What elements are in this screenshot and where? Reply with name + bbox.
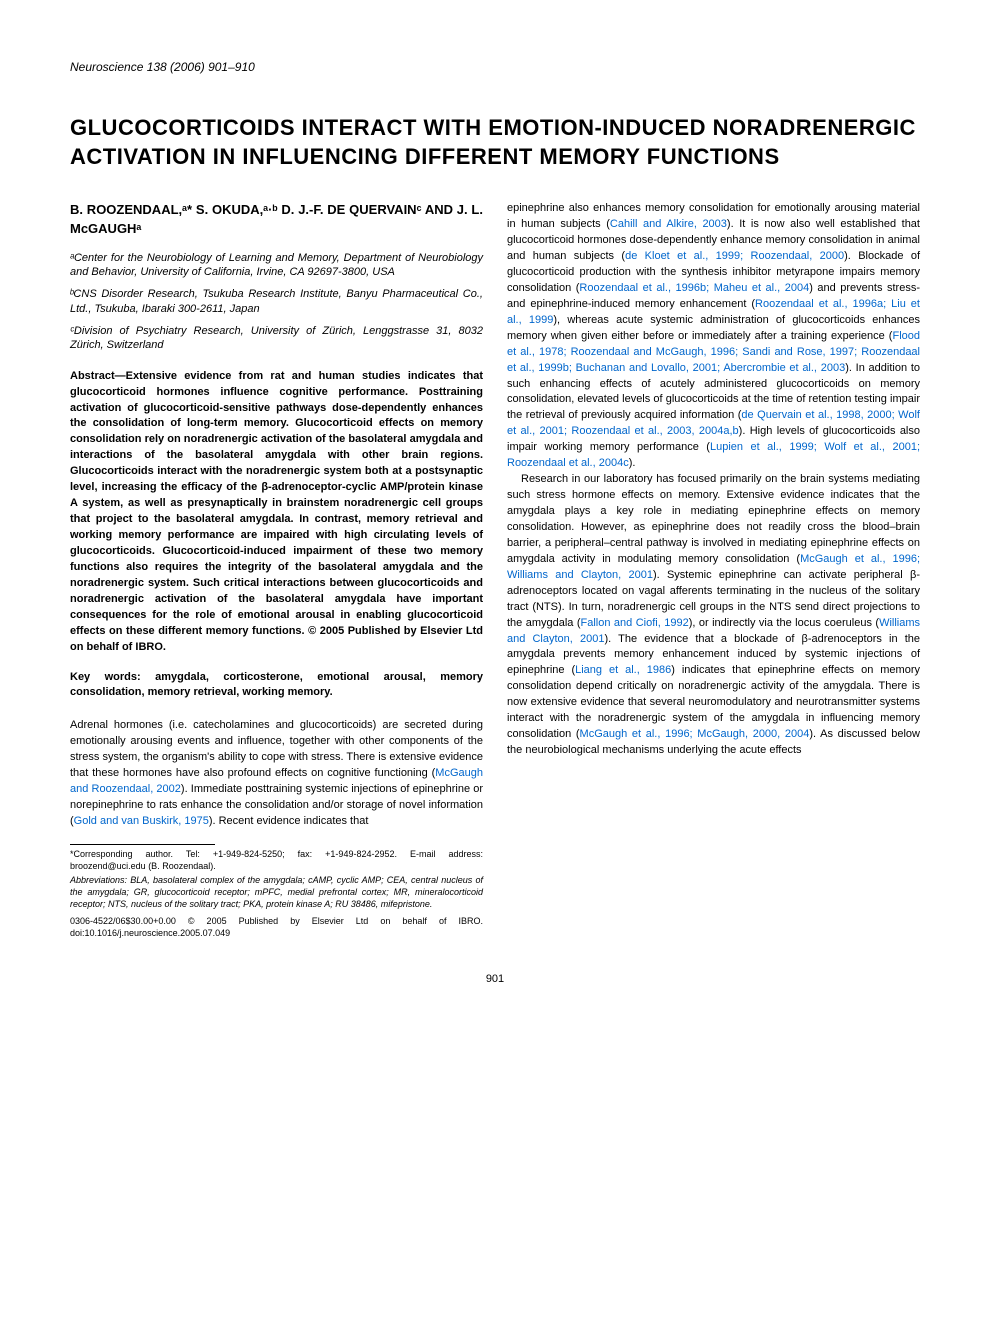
footnote-corresponding: *Corresponding author. Tel: +1-949-824-5… — [70, 849, 483, 872]
text: ). Recent evidence indicates that — [209, 815, 369, 827]
affiliation-a: ᵃCenter for the Neurobiology of Learning… — [70, 251, 483, 280]
citation-link[interactable]: Liang et al., 1986 — [575, 664, 671, 676]
affiliation-c: ᶜDivision of Psychiatry Research, Univer… — [70, 324, 483, 353]
citation-link[interactable]: McGaugh et al., 1996; McGaugh, 2000, 200… — [580, 728, 810, 740]
citation-link[interactable]: Roozendaal et al., 1996b; Maheu et al., … — [579, 282, 809, 294]
article-title: GLUCOCORTICOIDS INTERACT WITH EMOTION-IN… — [70, 114, 920, 171]
authors: B. ROOZENDAAL,ᵃ* S. OKUDA,ᵃ·ᵇ D. J.-F. D… — [70, 201, 483, 239]
text: Adrenal hormones (i.e. catecholamines an… — [70, 719, 483, 779]
left-column: B. ROOZENDAAL,ᵃ* S. OKUDA,ᵃ·ᵇ D. J.-F. D… — [70, 201, 483, 943]
text: ). — [629, 457, 636, 469]
footnote-separator — [70, 844, 215, 845]
text: Research in our laboratory has focused p… — [507, 473, 920, 565]
citation-link[interactable]: Gold and van Buskirk, 1975 — [74, 815, 209, 827]
text: ), or indirectly via the locus coeruleus… — [689, 617, 879, 629]
footnote-copyright: 0306-4522/06$30.00+0.00 © 2005 Published… — [70, 916, 483, 939]
journal-header: Neuroscience 138 (2006) 901–910 — [70, 60, 920, 74]
intro-para-right-1: epinephrine also enhances memory consoli… — [507, 201, 920, 472]
intro-para-right-2: Research in our laboratory has focused p… — [507, 472, 920, 759]
right-column: epinephrine also enhances memory consoli… — [507, 201, 920, 943]
keywords: Key words: amygdala, corticosterone, emo… — [70, 670, 483, 701]
citation-link[interactable]: Fallon and Ciofi, 1992 — [581, 617, 689, 629]
affiliation-b: ᵇCNS Disorder Research, Tsukuba Research… — [70, 287, 483, 316]
abstract: Abstract—Extensive evidence from rat and… — [70, 369, 483, 656]
citation-link[interactable]: de Kloet et al., 1999; Roozendaal, 2000 — [625, 250, 844, 262]
text: ), whereas acute systemic administration… — [507, 314, 920, 342]
page-number: 901 — [70, 973, 920, 985]
intro-para-left: Adrenal hormones (i.e. catecholamines an… — [70, 718, 483, 830]
citation-link[interactable]: Cahill and Alkire, 2003 — [610, 218, 727, 230]
footnote-abbreviations: Abbreviations: BLA, basolateral complex … — [70, 875, 483, 910]
